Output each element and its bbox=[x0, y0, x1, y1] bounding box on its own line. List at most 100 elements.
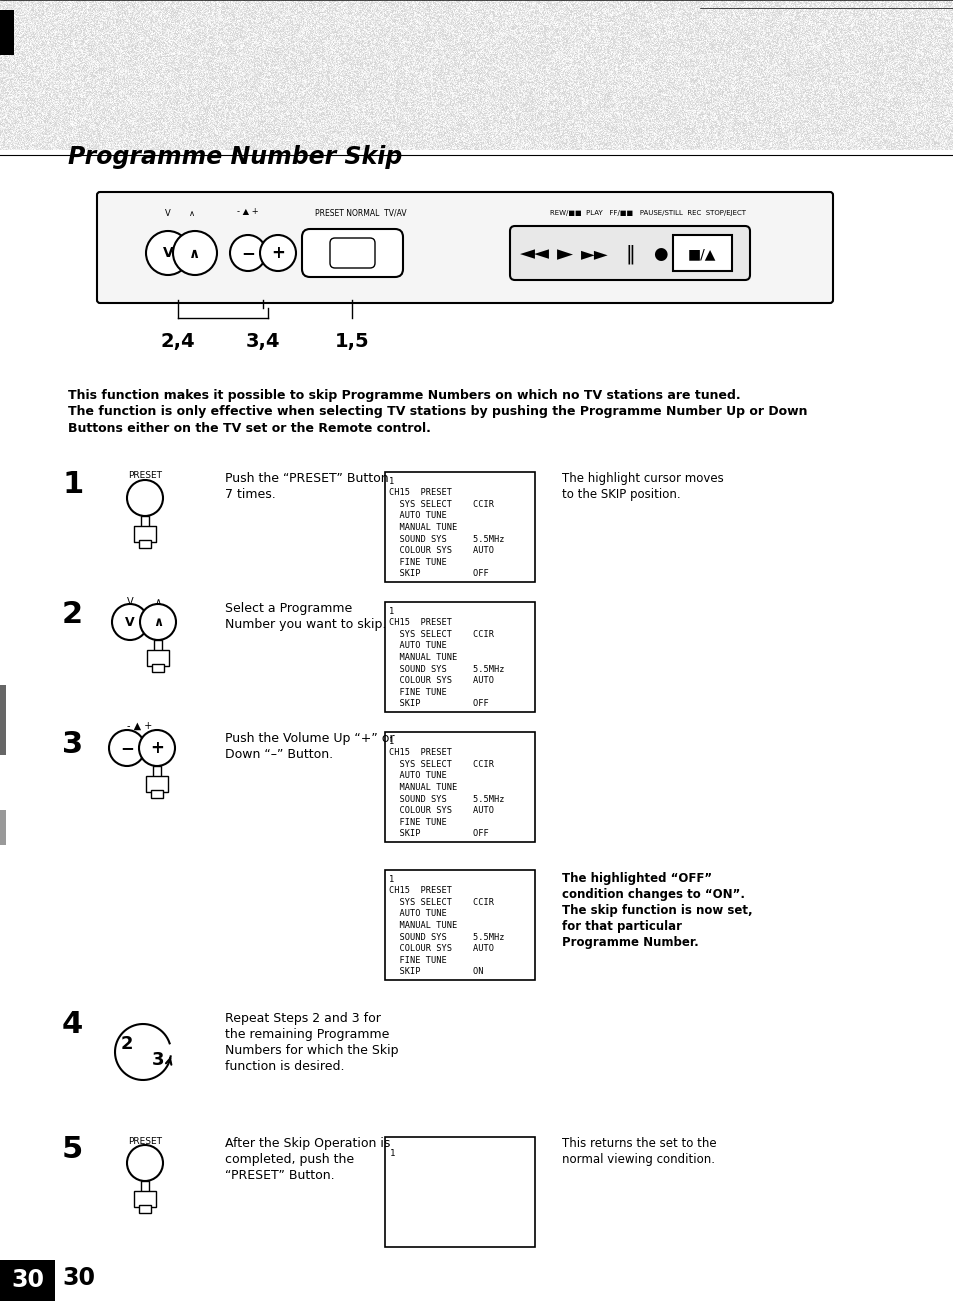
Text: PRESET: PRESET bbox=[128, 1137, 162, 1145]
Text: MANUAL TUNE: MANUAL TUNE bbox=[389, 921, 456, 930]
Circle shape bbox=[127, 1145, 163, 1181]
Bar bbox=[141, 1181, 149, 1193]
Bar bbox=[146, 775, 168, 792]
Text: +: + bbox=[150, 739, 164, 757]
Text: ◄◄: ◄◄ bbox=[519, 245, 550, 264]
Text: 1: 1 bbox=[389, 874, 394, 883]
Bar bbox=[152, 766, 161, 778]
Text: CH15  PRESET: CH15 PRESET bbox=[389, 748, 452, 757]
Text: V: V bbox=[125, 615, 134, 628]
Text: 2: 2 bbox=[62, 600, 83, 628]
Bar bbox=[153, 640, 162, 652]
Text: Programme Number.: Programme Number. bbox=[561, 935, 698, 948]
Text: completed, push the: completed, push the bbox=[225, 1153, 354, 1166]
Text: Programme Number Skip: Programme Number Skip bbox=[68, 144, 402, 169]
Circle shape bbox=[260, 235, 295, 271]
Text: CH15  PRESET: CH15 PRESET bbox=[389, 886, 452, 895]
Text: Push the Volume Up “+” or: Push the Volume Up “+” or bbox=[225, 732, 395, 745]
Text: ►: ► bbox=[557, 245, 573, 264]
FancyBboxPatch shape bbox=[672, 235, 731, 271]
Bar bbox=[139, 540, 151, 548]
Text: 4: 4 bbox=[62, 1010, 83, 1039]
Text: 1,5: 1,5 bbox=[335, 332, 369, 351]
Text: COLOUR SYS    AUTO: COLOUR SYS AUTO bbox=[389, 807, 494, 816]
FancyBboxPatch shape bbox=[330, 238, 375, 268]
Text: Down “–” Button.: Down “–” Button. bbox=[225, 748, 333, 761]
Text: 3,4: 3,4 bbox=[246, 332, 280, 351]
Text: 30: 30 bbox=[11, 1268, 45, 1292]
Text: to the SKIP position.: to the SKIP position. bbox=[561, 488, 679, 501]
Text: Numbers for which the Skip: Numbers for which the Skip bbox=[225, 1043, 398, 1056]
Text: This function makes it possible to skip Programme Numbers on which no TV station: This function makes it possible to skip … bbox=[68, 389, 740, 402]
Text: ∧: ∧ bbox=[189, 208, 194, 217]
Bar bbox=[0, 811, 6, 846]
Text: COLOUR SYS    AUTO: COLOUR SYS AUTO bbox=[389, 546, 494, 556]
Text: 3: 3 bbox=[152, 1051, 164, 1069]
Text: Select a Programme: Select a Programme bbox=[225, 602, 352, 615]
Bar bbox=[385, 1137, 535, 1246]
Circle shape bbox=[127, 480, 163, 516]
Text: FINE TUNE: FINE TUNE bbox=[389, 956, 446, 965]
Text: - ▲ +: - ▲ + bbox=[237, 207, 258, 216]
Text: 1: 1 bbox=[389, 736, 394, 745]
Text: Number you want to skip.: Number you want to skip. bbox=[225, 618, 386, 631]
Text: 5: 5 bbox=[62, 1134, 83, 1164]
Bar bbox=[385, 602, 535, 712]
Bar bbox=[152, 664, 164, 673]
Text: SOUND SYS     5.5MHz: SOUND SYS 5.5MHz bbox=[389, 933, 504, 942]
Text: SYS SELECT    CCIR: SYS SELECT CCIR bbox=[389, 630, 494, 639]
Text: −: − bbox=[241, 245, 254, 262]
Text: REW/■■  PLAY   FF/■■   PAUSE/STILL  REC  STOP/EJECT: REW/■■ PLAY FF/■■ PAUSE/STILL REC STOP/E… bbox=[550, 209, 745, 216]
Text: SYS SELECT    CCIR: SYS SELECT CCIR bbox=[389, 898, 494, 907]
Text: 2,4: 2,4 bbox=[160, 332, 195, 351]
Bar bbox=[0, 686, 6, 755]
Text: ∧: ∧ bbox=[154, 597, 161, 608]
Text: condition changes to “ON”.: condition changes to “ON”. bbox=[561, 889, 744, 902]
Bar bbox=[133, 1190, 156, 1207]
Text: ●: ● bbox=[652, 245, 666, 263]
Text: “PRESET” Button.: “PRESET” Button. bbox=[225, 1170, 335, 1183]
Text: SOUND SYS     5.5MHz: SOUND SYS 5.5MHz bbox=[389, 535, 504, 544]
Bar bbox=[147, 650, 169, 666]
Text: 7 times.: 7 times. bbox=[225, 488, 275, 501]
FancyBboxPatch shape bbox=[510, 226, 749, 280]
Circle shape bbox=[172, 232, 216, 275]
Text: +: + bbox=[271, 245, 285, 262]
Text: 1: 1 bbox=[389, 606, 394, 615]
Bar bbox=[385, 732, 535, 842]
Text: 3: 3 bbox=[62, 730, 83, 758]
Text: FINE TUNE: FINE TUNE bbox=[389, 818, 446, 827]
Text: SKIP          OFF: SKIP OFF bbox=[389, 700, 488, 709]
Bar bbox=[0, 10, 14, 55]
Text: 2: 2 bbox=[121, 1036, 133, 1053]
Circle shape bbox=[230, 235, 266, 271]
Text: ■/▲: ■/▲ bbox=[687, 247, 716, 262]
Text: ∧: ∧ bbox=[152, 615, 163, 628]
Text: AUTO TUNE: AUTO TUNE bbox=[389, 641, 446, 650]
Text: After the Skip Operation is: After the Skip Operation is bbox=[225, 1137, 390, 1150]
Text: function is desired.: function is desired. bbox=[225, 1060, 344, 1073]
Circle shape bbox=[140, 604, 175, 640]
Bar bbox=[385, 472, 535, 582]
Text: CH15  PRESET: CH15 PRESET bbox=[389, 488, 452, 497]
Text: V: V bbox=[127, 597, 133, 608]
Text: The skip function is now set,: The skip function is now set, bbox=[561, 904, 752, 917]
Text: for that particular: for that particular bbox=[561, 920, 681, 933]
Text: −: − bbox=[120, 739, 133, 757]
Bar bbox=[385, 870, 535, 980]
Text: Repeat Steps 2 and 3 for: Repeat Steps 2 and 3 for bbox=[225, 1012, 380, 1025]
FancyBboxPatch shape bbox=[302, 229, 402, 277]
Text: The highlight cursor moves: The highlight cursor moves bbox=[561, 472, 723, 485]
Text: 30: 30 bbox=[62, 1266, 95, 1291]
Circle shape bbox=[112, 604, 148, 640]
Text: PRESET: PRESET bbox=[128, 471, 162, 480]
Text: ∧: ∧ bbox=[190, 247, 200, 262]
Text: MANUAL TUNE: MANUAL TUNE bbox=[389, 523, 456, 532]
Text: the remaining Programme: the remaining Programme bbox=[225, 1028, 389, 1041]
Circle shape bbox=[146, 232, 190, 275]
Text: The function is only effective when selecting TV stations by pushing the Program: The function is only effective when sele… bbox=[68, 406, 806, 419]
Text: AUTO TUNE: AUTO TUNE bbox=[389, 511, 446, 520]
Text: This returns the set to the: This returns the set to the bbox=[561, 1137, 716, 1150]
Text: FINE TUNE: FINE TUNE bbox=[389, 688, 446, 697]
Text: V: V bbox=[162, 246, 173, 260]
